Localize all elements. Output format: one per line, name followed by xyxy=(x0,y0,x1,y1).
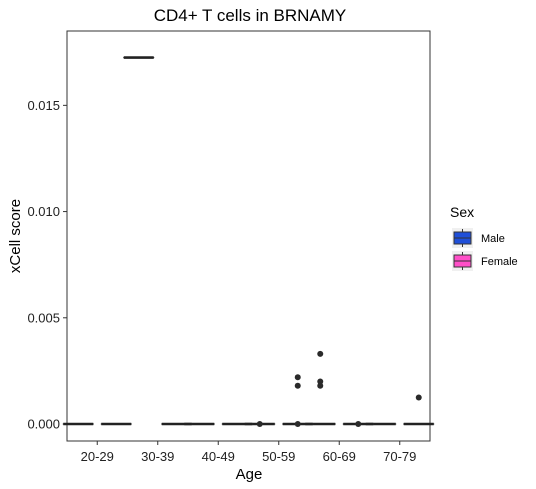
y-tick-label: 0.005 xyxy=(27,310,60,325)
outlier-point xyxy=(317,382,324,389)
legend: Sex Male Female xyxy=(450,204,518,271)
outlier-point xyxy=(415,394,422,401)
legend-label: Female xyxy=(481,256,518,268)
chart-title: CD4+ T cells in BRNAMY xyxy=(154,6,347,25)
outlier-point xyxy=(294,421,301,428)
x-tick-label: 40-49 xyxy=(202,449,235,464)
y-tick-label: 0.010 xyxy=(27,204,60,219)
outlier-point xyxy=(294,374,301,381)
outlier-point xyxy=(294,382,301,389)
x-axis-title: Age xyxy=(236,466,263,483)
x-tick-label: 60-69 xyxy=(323,449,356,464)
y-axis-title: xCell score xyxy=(7,199,24,273)
x-axis: 20-29 30-39 40-49 50-59 60-69 70-79 xyxy=(81,441,416,464)
y-tick-label: 0.015 xyxy=(27,98,60,113)
plot-panel xyxy=(66,30,431,442)
legend-label: Male xyxy=(481,233,505,245)
x-tick-label: 30-39 xyxy=(141,449,174,464)
outlier-point xyxy=(317,350,324,357)
outlier-point xyxy=(355,421,362,428)
y-axis: 0.000 0.005 0.010 0.015 xyxy=(27,98,67,432)
legend-title: Sex xyxy=(450,204,474,220)
x-tick-label: 20-29 xyxy=(81,449,114,464)
y-tick-label: 0.000 xyxy=(27,417,60,432)
box-series xyxy=(62,56,435,428)
x-tick-label: 70-79 xyxy=(383,449,416,464)
outlier-point xyxy=(317,378,324,385)
x-tick-label: 50-59 xyxy=(262,449,295,464)
outlier-point xyxy=(256,421,263,428)
